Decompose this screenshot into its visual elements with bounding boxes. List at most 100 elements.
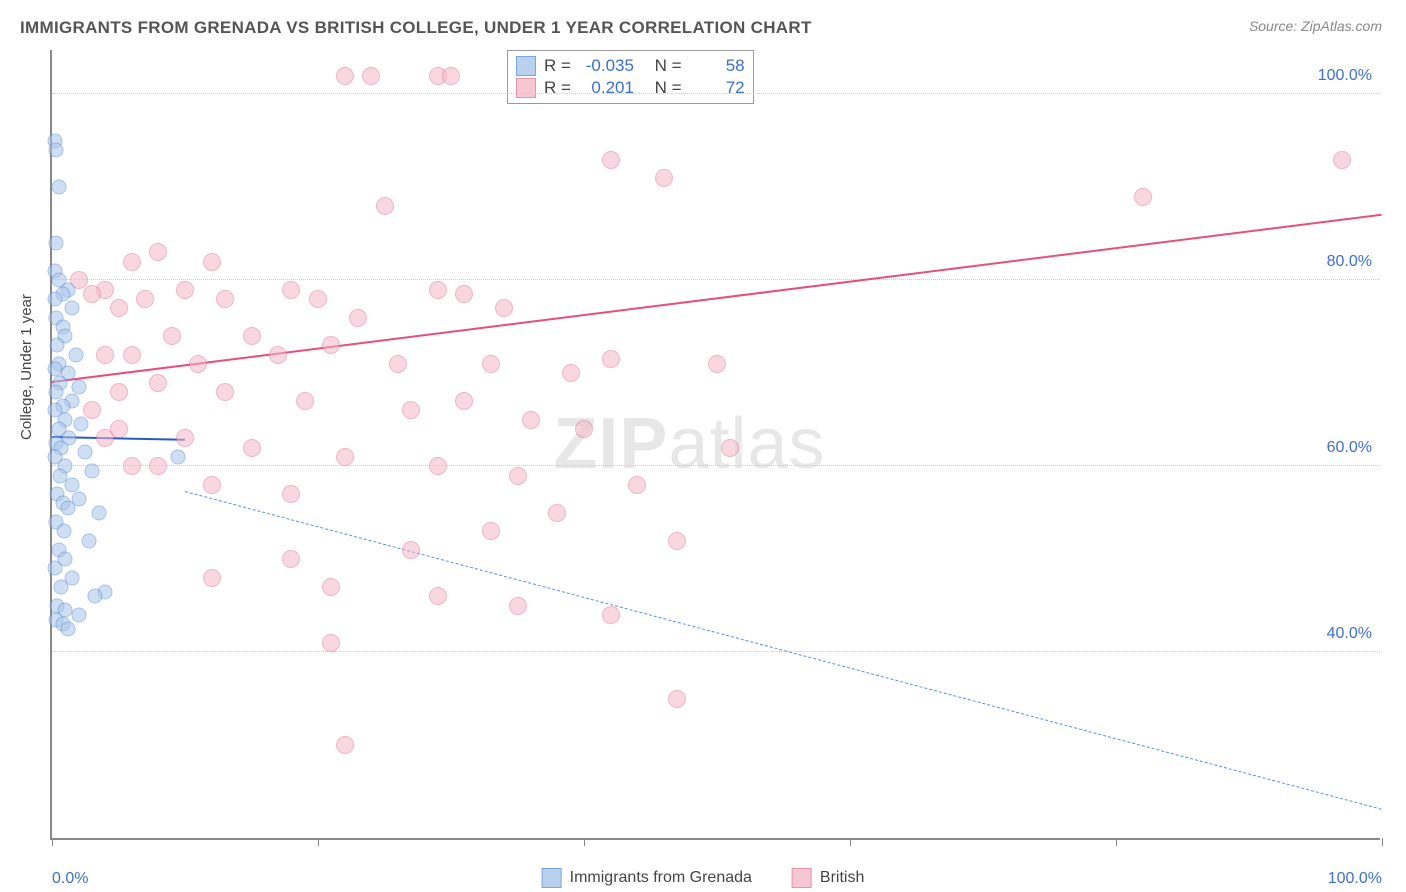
legend-r-value-british: 0.201 xyxy=(579,78,634,98)
x-tick-label-100: 100.0% xyxy=(1328,870,1382,888)
data-point xyxy=(336,736,354,754)
data-point xyxy=(74,417,89,432)
x-tick xyxy=(850,838,851,846)
chart-container: IMMIGRANTS FROM GRENADA VS BRITISH COLLE… xyxy=(0,0,1406,892)
legend-swatch-grenada-icon xyxy=(542,868,562,888)
data-point xyxy=(509,597,527,615)
data-point xyxy=(60,501,75,516)
data-point xyxy=(442,67,460,85)
data-point xyxy=(376,197,394,215)
data-point xyxy=(60,621,75,636)
data-point xyxy=(309,290,327,308)
data-point xyxy=(575,420,593,438)
data-point xyxy=(402,401,420,419)
data-point xyxy=(509,467,527,485)
data-point xyxy=(602,606,620,624)
data-point xyxy=(96,346,114,364)
gridline xyxy=(52,651,1380,652)
data-point xyxy=(54,580,69,595)
legend-label-british: British xyxy=(820,869,864,887)
data-point xyxy=(56,524,71,539)
legend-item-british: British xyxy=(792,868,864,888)
legend-r-value-grenada: -0.035 xyxy=(579,56,634,76)
legend-n-value-grenada: 58 xyxy=(690,56,745,76)
data-point xyxy=(429,281,447,299)
data-point xyxy=(482,355,500,373)
data-point xyxy=(402,541,420,559)
data-point xyxy=(136,290,154,308)
data-point xyxy=(269,346,287,364)
y-tick-label: 40.0% xyxy=(1327,625,1372,643)
x-tick xyxy=(52,838,53,846)
legend-n-value-british: 72 xyxy=(690,78,745,98)
data-point xyxy=(282,550,300,568)
data-point xyxy=(64,301,79,316)
x-tick xyxy=(1116,838,1117,846)
data-point xyxy=(123,253,141,271)
y-tick-label: 60.0% xyxy=(1327,439,1372,457)
data-point xyxy=(216,290,234,308)
legend-stats: R = -0.035 N = 58 R = 0.201 N = 72 xyxy=(507,50,754,104)
legend-r-label: R = xyxy=(544,56,571,76)
gridline xyxy=(52,465,1380,466)
data-point xyxy=(282,485,300,503)
data-point xyxy=(668,532,686,550)
data-point xyxy=(50,338,65,353)
legend-row-british: R = 0.201 N = 72 xyxy=(516,77,745,99)
data-point xyxy=(562,364,580,382)
data-point xyxy=(71,607,86,622)
data-point xyxy=(203,569,221,587)
data-point xyxy=(602,151,620,169)
data-point xyxy=(1333,151,1351,169)
data-point xyxy=(216,383,234,401)
data-point xyxy=(429,587,447,605)
data-point xyxy=(110,299,128,317)
data-point xyxy=(64,477,79,492)
data-point xyxy=(455,285,473,303)
data-point xyxy=(296,392,314,410)
data-point xyxy=(47,561,62,576)
data-point xyxy=(48,236,63,251)
watermark: ZIPatlas xyxy=(553,403,825,485)
x-tick xyxy=(1382,838,1383,846)
watermark-bold: ZIP xyxy=(553,404,668,484)
source-attribution: Source: ZipAtlas.com xyxy=(1249,18,1382,34)
legend-swatch-british xyxy=(516,78,536,98)
data-point xyxy=(628,476,646,494)
gridline xyxy=(52,279,1380,280)
data-point xyxy=(1134,188,1152,206)
data-point xyxy=(389,355,407,373)
legend-row-grenada: R = -0.035 N = 58 xyxy=(516,55,745,77)
data-point xyxy=(655,169,673,187)
gridline xyxy=(52,93,1380,94)
source-link[interactable]: ZipAtlas.com xyxy=(1301,18,1382,34)
x-tick xyxy=(318,838,319,846)
data-point xyxy=(163,327,181,345)
legend-swatch-british-icon xyxy=(792,868,812,888)
data-point xyxy=(322,578,340,596)
y-tick-label: 100.0% xyxy=(1318,67,1372,85)
data-point xyxy=(322,336,340,354)
legend-n-label: N = xyxy=(655,78,682,98)
data-point xyxy=(149,374,167,392)
chart-title: IMMIGRANTS FROM GRENADA VS BRITISH COLLE… xyxy=(20,18,812,38)
watermark-light: atlas xyxy=(668,404,825,484)
data-point xyxy=(282,281,300,299)
data-point xyxy=(336,448,354,466)
data-point xyxy=(429,457,447,475)
legend-swatch-grenada xyxy=(516,56,536,76)
y-axis-label: College, Under 1 year xyxy=(18,294,35,440)
data-point xyxy=(48,384,63,399)
data-point xyxy=(522,411,540,429)
data-point xyxy=(78,445,93,460)
data-point xyxy=(203,253,221,271)
data-point xyxy=(123,457,141,475)
data-point xyxy=(176,429,194,447)
legend-label-grenada: Immigrants from Grenada xyxy=(570,869,752,887)
data-point xyxy=(708,355,726,373)
data-point xyxy=(668,690,686,708)
data-point xyxy=(149,243,167,261)
x-tick-label-0: 0.0% xyxy=(52,870,88,888)
data-point xyxy=(171,449,186,464)
data-point xyxy=(82,533,97,548)
